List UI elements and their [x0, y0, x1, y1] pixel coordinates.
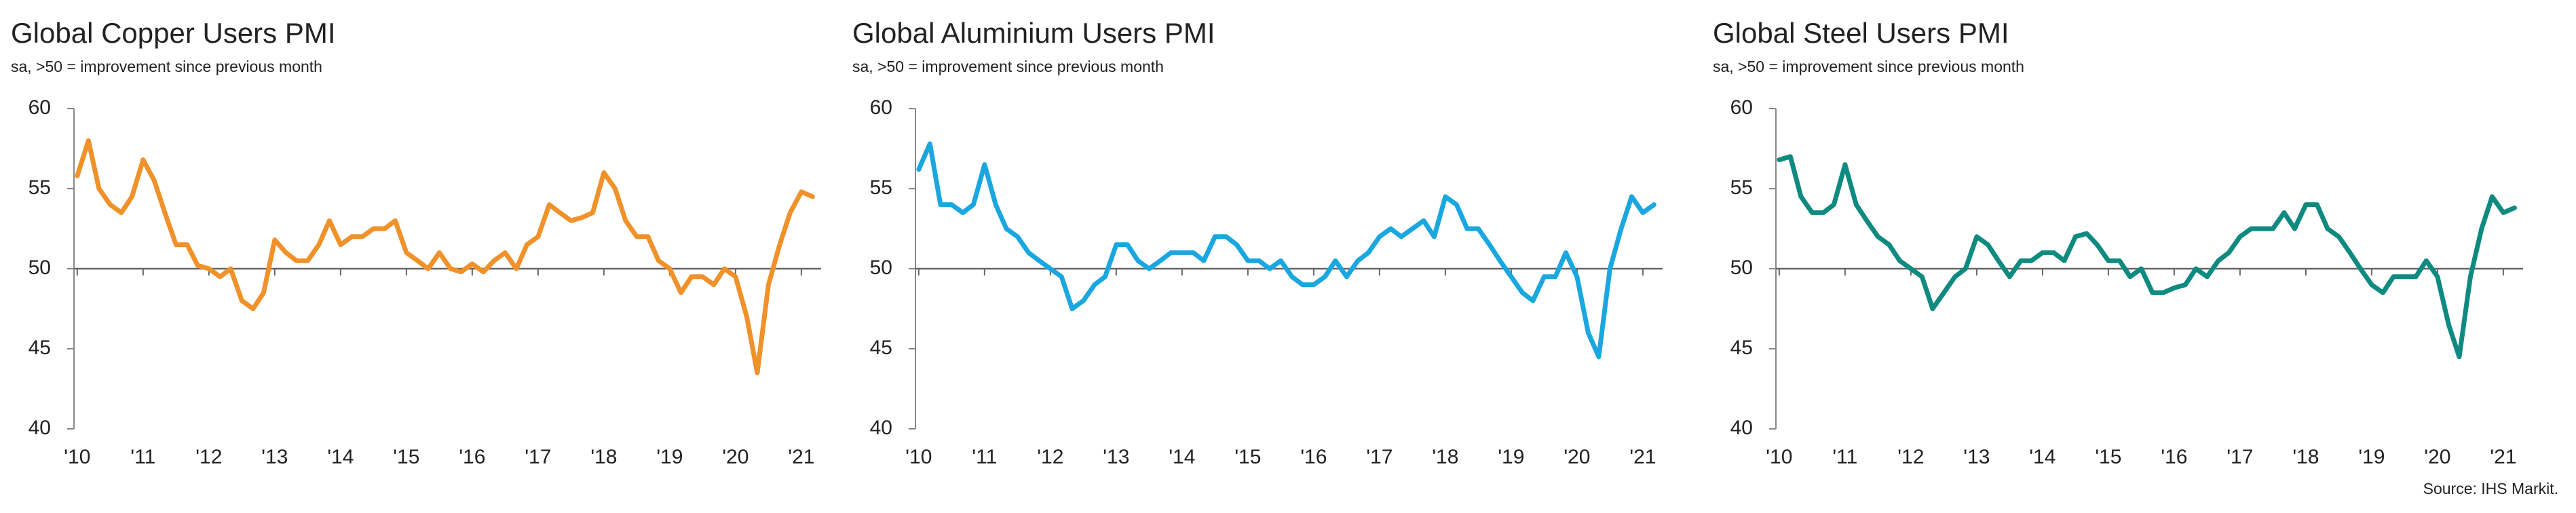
x-tick-label: '17: [2227, 446, 2253, 468]
chart-title: Global Aluminium Users PMI: [852, 17, 1215, 49]
x-tick-label: '16: [459, 446, 485, 468]
x-tick-label: '18: [590, 446, 617, 468]
data-line: [916, 141, 1656, 360]
x-tick-label: '20: [722, 446, 749, 468]
x-tick-label: '14: [1169, 446, 1195, 468]
x-tick-label: '15: [1234, 446, 1261, 468]
x-tick-label: '13: [1103, 446, 1129, 468]
y-tick-label: 60: [29, 96, 51, 119]
y-tick-label: 60: [1730, 96, 1753, 119]
x-tick-label: '20: [1564, 446, 1590, 468]
data-line: [75, 138, 815, 375]
x-tick-label: '18: [2292, 446, 2319, 468]
source-note: Source: IHS Markit.: [2423, 480, 2558, 497]
chart-title: Global Steel Users PMI: [1713, 17, 2009, 49]
x-tick-label: '17: [1366, 446, 1393, 468]
x-tick-label: '21: [1629, 446, 1656, 468]
y-tick-label: 55: [1730, 176, 1753, 199]
data-line: [1777, 154, 2517, 360]
y-tick-label: 45: [1730, 337, 1753, 359]
y-tick-label: 40: [29, 417, 51, 439]
y-tick-label: 55: [29, 176, 51, 199]
x-tick-label: '10: [905, 446, 932, 468]
x-tick-label: '11: [1832, 446, 1857, 468]
x-tick-label: '10: [1766, 446, 1792, 468]
x-tick-label: '19: [2358, 446, 2385, 468]
x-tick-label: '19: [656, 446, 683, 468]
chart-subtitle: sa, >50 = improvement since previous mon…: [11, 58, 322, 75]
y-tick-label: 50: [29, 256, 51, 279]
x-tick-label: '21: [788, 446, 814, 468]
x-tick-label: '11: [972, 446, 997, 468]
x-tick-label: '21: [2490, 446, 2516, 468]
x-tick-label: '12: [195, 446, 222, 468]
x-tick-label: '15: [2095, 446, 2121, 468]
x-tick-label: '12: [1897, 446, 1924, 468]
x-tick-label: '16: [1300, 446, 1327, 468]
y-tick-label: 40: [870, 417, 892, 439]
y-tick-label: 40: [1730, 417, 1753, 439]
x-tick-label: '14: [327, 446, 354, 468]
y-tick-label: 50: [1730, 256, 1753, 279]
x-tick-label: '16: [2161, 446, 2187, 468]
x-tick-label: '20: [2424, 446, 2450, 468]
x-tick-label: '12: [1037, 446, 1063, 468]
x-tick-label: '13: [1963, 446, 1990, 468]
y-tick-label: 45: [870, 337, 892, 359]
chart-title: Global Copper Users PMI: [11, 17, 336, 49]
chart-subtitle: sa, >50 = improvement since previous mon…: [852, 58, 1164, 75]
y-tick-label: 45: [29, 337, 51, 359]
x-tick-label: '18: [1432, 446, 1458, 468]
x-tick-label: '13: [261, 446, 288, 468]
x-tick-label: '14: [2029, 446, 2056, 468]
x-tick-label: '15: [393, 446, 419, 468]
y-tick-label: 50: [870, 256, 892, 279]
chart-subtitle: sa, >50 = improvement since previous mon…: [1713, 58, 2024, 75]
y-tick-label: 60: [870, 96, 892, 119]
y-tick-label: 55: [870, 176, 892, 199]
x-tick-label: '11: [130, 446, 155, 468]
x-tick-label: '19: [1498, 446, 1524, 468]
x-tick-label: '17: [525, 446, 551, 468]
x-tick-label: '10: [64, 446, 90, 468]
